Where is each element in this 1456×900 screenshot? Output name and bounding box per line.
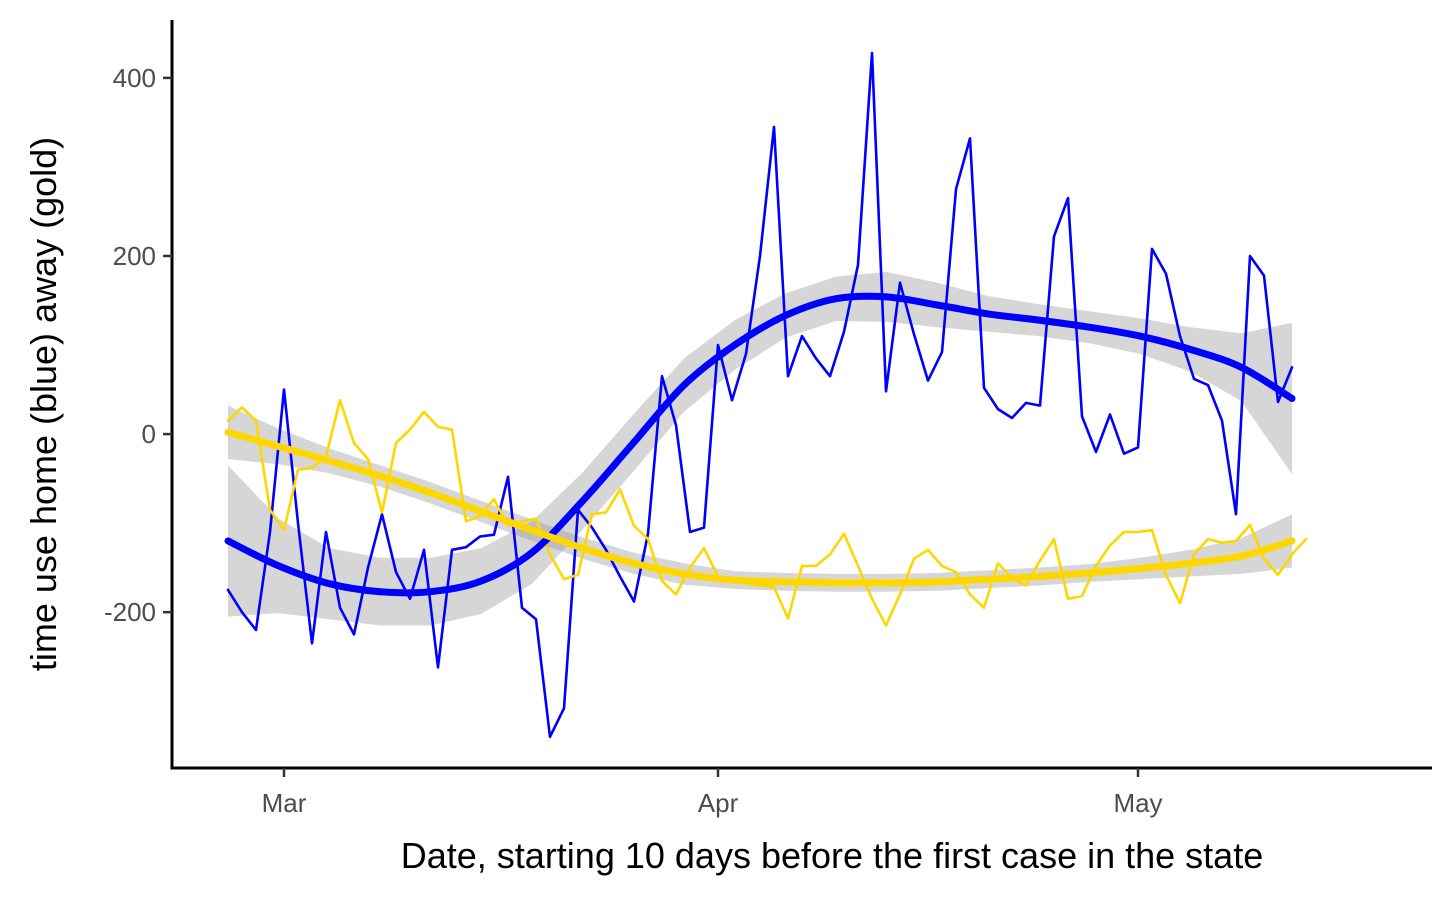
- y-tick-label: 400: [113, 63, 156, 93]
- y-tick-label: 200: [113, 241, 156, 271]
- raw-series-lines: [226, 51, 1308, 739]
- home-smooth-line: [224, 292, 1296, 597]
- x-axis-ticks: Mar Apr May: [262, 768, 1163, 818]
- y-axis-ticks: -200 0 200 400: [104, 63, 172, 627]
- x-tick-label: May: [1113, 788, 1162, 818]
- x-axis-title: Date, starting 10 days before the first …: [401, 835, 1263, 876]
- away-smooth-line: [224, 428, 1296, 587]
- y-axis-title: time use home (blue) away (gold): [23, 137, 64, 671]
- away-line: [226, 398, 1308, 627]
- y-tick-label: 0: [142, 419, 156, 449]
- x-tick-label: Apr: [698, 788, 739, 818]
- y-tick-label: -200: [104, 597, 156, 627]
- smooth-trend-lines: [224, 292, 1296, 597]
- x-tick-label: Mar: [262, 788, 307, 818]
- home-line: [226, 51, 1294, 739]
- home-smooth-confidence-band: [228, 272, 1292, 626]
